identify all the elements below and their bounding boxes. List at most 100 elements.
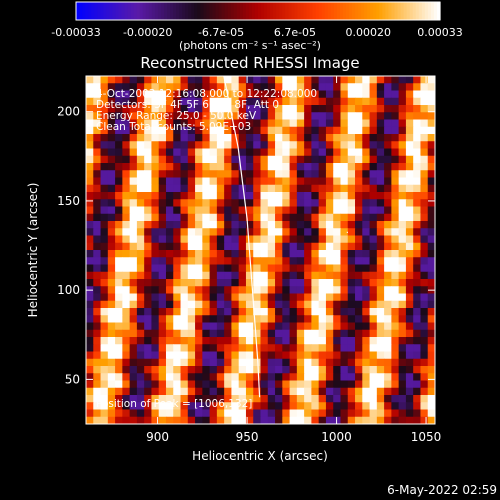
heatmap-cell xyxy=(151,315,160,323)
heatmap-cell xyxy=(144,264,152,273)
heatmap-cell xyxy=(376,170,385,178)
heatmap-cell xyxy=(115,351,123,360)
heatmap-cell xyxy=(420,293,429,302)
heatmap-cell xyxy=(275,293,283,302)
heatmap-cell xyxy=(325,126,334,135)
heatmap-cell xyxy=(304,97,312,106)
heatmap-cell xyxy=(86,279,94,287)
heatmap-cell xyxy=(369,221,378,229)
heatmap-cell xyxy=(420,387,429,396)
heatmap-cell xyxy=(144,315,152,323)
heatmap-cell xyxy=(391,264,400,273)
heatmap-cell xyxy=(311,235,320,244)
heatmap-cell xyxy=(180,184,189,193)
heatmap-cell xyxy=(122,329,131,338)
heatmap-cell xyxy=(86,163,94,171)
heatmap-cell xyxy=(238,105,247,113)
heatmap-cell xyxy=(231,264,240,273)
heatmap-cell xyxy=(413,155,421,164)
heatmap-cell xyxy=(107,148,116,157)
heatmap-cell xyxy=(86,192,94,200)
heatmap-cell xyxy=(275,337,283,345)
heatmap-cell xyxy=(86,416,94,424)
heatmap-cell xyxy=(362,213,371,222)
heatmap-cell xyxy=(398,83,407,91)
heatmap-cell xyxy=(209,351,218,360)
heatmap-cell xyxy=(86,76,94,84)
heatmap-cell xyxy=(209,373,218,381)
heatmap-cell xyxy=(202,329,211,338)
heatmap-cell xyxy=(304,322,312,331)
heatmap-cell xyxy=(427,213,435,222)
heatmap-cell xyxy=(151,134,160,142)
heatmap-cell xyxy=(318,141,327,149)
heatmap-cell xyxy=(391,351,400,360)
heatmap-cell xyxy=(347,315,356,323)
heatmap-cell xyxy=(427,90,435,99)
colorbar-cell xyxy=(415,2,420,20)
heatmap-cell xyxy=(151,199,160,207)
heatmap-cell xyxy=(158,184,167,193)
heatmap-cell xyxy=(304,300,312,309)
heatmap-cell xyxy=(209,141,218,149)
heatmap-cell xyxy=(136,134,145,142)
heatmap-cell xyxy=(216,351,225,360)
heatmap-cell xyxy=(158,257,167,265)
heatmap-cell xyxy=(187,90,196,99)
heatmap-cell xyxy=(202,322,211,331)
heatmap-cell xyxy=(355,344,363,352)
heatmap-cell xyxy=(253,221,261,229)
heatmap-cell xyxy=(362,221,371,229)
heatmap-cell xyxy=(216,380,225,389)
heatmap-cell xyxy=(427,380,435,389)
x-axis: 900 950 1000 1050 xyxy=(146,76,441,444)
heatmap-cell xyxy=(340,228,349,236)
heatmap-cell xyxy=(325,416,334,424)
heatmap-cell xyxy=(86,112,94,120)
heatmap-cell xyxy=(355,250,363,258)
heatmap-cell xyxy=(318,271,327,280)
heatmap-cell xyxy=(151,366,160,374)
colorbar-cell xyxy=(227,2,232,20)
heatmap-cell xyxy=(107,264,116,273)
heatmap-cell xyxy=(115,387,123,396)
heatmap-cell xyxy=(318,380,327,389)
heatmap-cell xyxy=(173,322,182,331)
heatmap-cell xyxy=(384,337,392,345)
heatmap-cell xyxy=(275,235,283,244)
heatmap-cell xyxy=(165,358,174,367)
heatmap-cell xyxy=(144,163,152,171)
colorbar-cell xyxy=(318,2,323,20)
heatmap-cell xyxy=(325,402,334,410)
heatmap-cell xyxy=(231,416,240,424)
heatmap-cell xyxy=(260,315,269,323)
heatmap-cell xyxy=(180,271,189,280)
heatmap-cell xyxy=(165,148,174,157)
heatmap-cell xyxy=(187,97,196,106)
heatmap-cell xyxy=(115,134,123,142)
heatmap-cell xyxy=(376,387,385,396)
heatmap-cell xyxy=(376,134,385,142)
heatmap-cell xyxy=(289,380,298,389)
heatmap-cell xyxy=(282,213,291,222)
heatmap-cell xyxy=(107,322,116,331)
colorbar-cell xyxy=(400,2,405,20)
heatmap-cell xyxy=(224,155,232,164)
heatmap-cell xyxy=(238,206,247,215)
heatmap-cell xyxy=(151,148,160,157)
heatmap-cell xyxy=(238,235,247,244)
heatmap-cell xyxy=(107,206,116,215)
heatmap-cell xyxy=(413,163,421,171)
heatmap-cell xyxy=(318,308,327,316)
heatmap-cell xyxy=(304,344,312,352)
heatmap-cell xyxy=(333,105,341,113)
heatmap-cell xyxy=(238,221,247,229)
heatmap-cell xyxy=(158,235,167,244)
heatmap-cell xyxy=(311,221,320,229)
heatmap-cell xyxy=(398,192,407,200)
heatmap-cell xyxy=(325,163,334,171)
heatmap-cell xyxy=(325,409,334,418)
heatmap-cell xyxy=(93,402,102,410)
heatmap-cell xyxy=(405,126,414,135)
heatmap-cell xyxy=(216,242,225,251)
